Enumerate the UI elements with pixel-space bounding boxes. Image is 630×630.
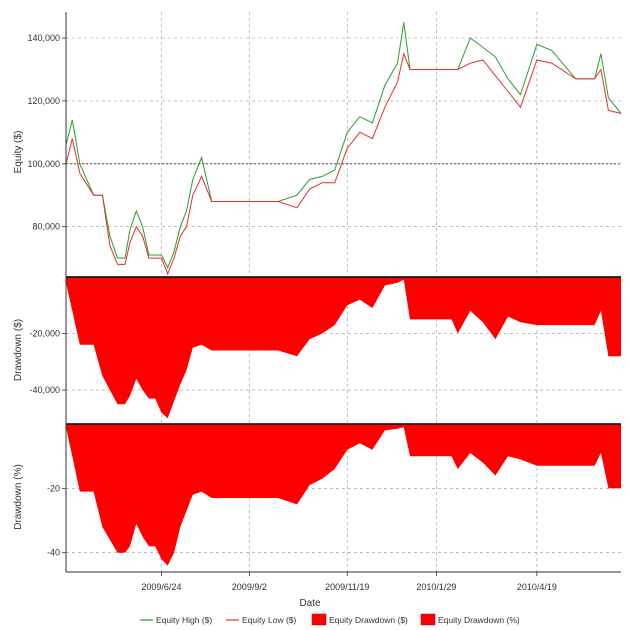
x-axis-title: Date: [299, 598, 321, 609]
axes-layer: 2009/6/24 2009/9/2 2009/11/19 2010/1/29 2010…: [27, 12, 621, 592]
x-tick-label: 2009/11/19: [325, 582, 369, 592]
y-tick-label: -40: [47, 548, 60, 558]
legend-label-equity-high: Equity High ($): [156, 615, 212, 625]
x-tick-label: 2009/6/24: [141, 582, 181, 592]
legend-swatch-drawdown-percent: [420, 613, 436, 626]
legend: Equity High ($) Equity Low ($) Equity Dr…: [140, 613, 520, 626]
series-area-drawdown-percent: [66, 424, 621, 566]
equity-axis-title: Equity ($): [13, 131, 24, 174]
x-tick-label: 2010/4/19: [517, 582, 557, 592]
series-layer: [65, 22, 622, 566]
y-tick-label: -40,000: [29, 385, 60, 395]
legend-label-drawdown-percent: Equity Drawdown (%): [438, 615, 520, 625]
x-tick-label: 2009/9/2: [232, 582, 267, 592]
y-tick-label: -20,000: [29, 329, 60, 339]
series-line-equity-high: [65, 22, 622, 269]
grid-layer: [66, 12, 621, 572]
series-line-equity-low: [65, 51, 622, 276]
y-tick-label: 100,000: [27, 159, 60, 169]
legend-swatch-drawdown-dollar: [311, 613, 327, 626]
series-area-drawdown-dollar: [66, 277, 621, 419]
y-tick-label: 80,000: [32, 222, 60, 232]
drawdown-percent-axis-title: Drawdown (%): [13, 464, 24, 530]
drawdown-dollar-axis-title: Drawdown ($): [13, 319, 24, 381]
y-tick-label: 120,000: [27, 96, 60, 106]
x-tick-label: 2010/1/29: [416, 582, 456, 592]
y-tick-label: 140,000: [27, 33, 60, 43]
legend-label-drawdown-dollar: Equity Drawdown ($): [329, 615, 408, 625]
legend-label-equity-low: Equity Low ($): [242, 615, 296, 625]
y-tick-label: -20: [47, 483, 60, 493]
